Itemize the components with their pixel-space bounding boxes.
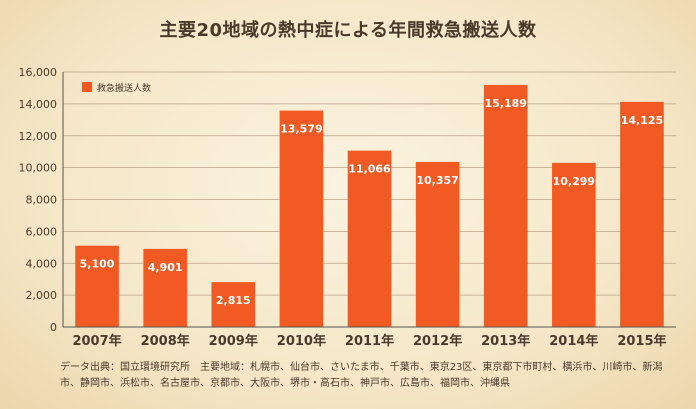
x-tick-label: 2015年 (617, 333, 666, 349)
data-label: 5,100 (80, 258, 115, 271)
bar (483, 84, 528, 327)
chart-title: 主要20地域の熱中症による年間救急搬送人数 (159, 20, 537, 41)
legend: 救急搬送人数 (82, 82, 151, 94)
data-label: 2,815 (216, 294, 251, 307)
x-tick-label: 2009年 (209, 333, 258, 349)
y-tick-label: 12,000 (19, 130, 58, 143)
x-tick-label: 2007年 (72, 333, 121, 349)
data-label: 13,579 (280, 123, 322, 136)
y-tick-label: 2,000 (26, 289, 58, 302)
source-note: データ出典：国立環境研究所 主要地域：札幌市、仙台市、さいたま市、千葉市、東京2… (60, 362, 663, 389)
data-label: 10,299 (553, 175, 595, 188)
legend-label: 救急搬送人数 (97, 82, 151, 94)
y-tick-label: 14,000 (19, 98, 58, 111)
legend-swatch (82, 82, 92, 92)
bar (211, 282, 256, 327)
x-tick-label: 2008年 (141, 333, 190, 349)
bar (415, 161, 460, 327)
bar (75, 245, 119, 327)
x-tick-label: 2010年 (277, 333, 326, 349)
data-label: 10,357 (416, 174, 458, 187)
data-label: 4,901 (148, 261, 183, 274)
bars: 5,100 4,901 2,815 13,579 11,066 10,357 15,189 1… (75, 84, 664, 327)
bar (279, 110, 324, 327)
data-label: 14,125 (621, 114, 663, 127)
y-tick-label: 6,000 (26, 225, 58, 238)
bar-chart: 5,100 4,901 2,815 13,579 11,066 10,357 15,189 1… (19, 66, 676, 349)
y-tick-label: 4,000 (26, 257, 58, 270)
x-tick-label: 2012年 (413, 333, 462, 349)
x-tick-label: 2013年 (481, 333, 530, 349)
data-label: 11,066 (348, 163, 391, 176)
y-tick-label: 16,000 (19, 66, 58, 79)
y-tick-label: 10,000 (19, 162, 58, 175)
data-label: 15,189 (484, 97, 526, 110)
bar (552, 162, 596, 327)
bar (347, 150, 392, 327)
x-tick-label: 2014年 (549, 333, 598, 349)
bar (620, 101, 664, 327)
bar (143, 248, 187, 327)
y-tick-label: 0 (50, 321, 57, 334)
x-tick-label: 2011年 (345, 333, 394, 349)
y-tick-label: 8,000 (26, 194, 58, 207)
axes: 0 2,000 4,000 6,000 8,000 10,000 12,000 14,000 1… (19, 66, 676, 349)
